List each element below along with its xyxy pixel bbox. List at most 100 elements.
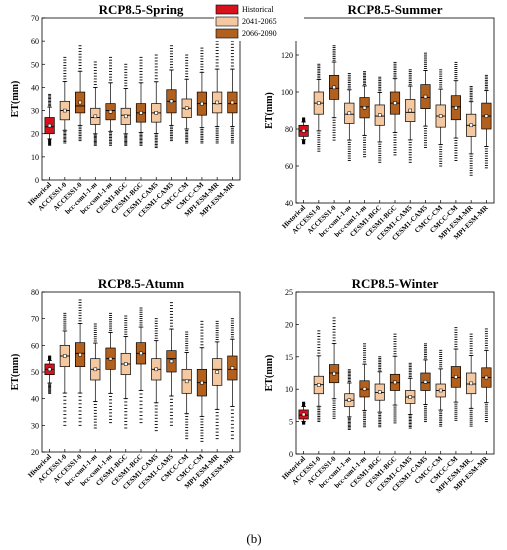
box-plot: ACCESS1-0 [306, 45, 340, 236]
y-tick-label: 70 [31, 315, 39, 324]
box-mean-marker [200, 101, 204, 106]
box-mean-marker [408, 395, 412, 399]
y-axis-label: ET(mm) [264, 355, 275, 392]
box-mean-marker [301, 412, 306, 417]
y-tick-label: 15 [285, 353, 293, 362]
y-tick-label: 0 [35, 176, 39, 185]
y-tick-label: 5 [289, 418, 293, 427]
y-tick-label: 20 [31, 448, 39, 457]
box-mean-marker [332, 85, 336, 90]
box-mean-marker [484, 114, 489, 118]
box-mean-marker [93, 114, 98, 119]
box-mean-marker [93, 367, 98, 372]
box-mean-marker [347, 398, 352, 402]
legend-swatch-2041-2065 [215, 16, 239, 27]
y-tick-label: 25 [285, 288, 293, 297]
y-tick-label: 60 [31, 37, 39, 46]
box-mean-marker [317, 383, 321, 387]
box-mean-marker [230, 100, 235, 105]
y-tick-label: 20 [31, 130, 39, 139]
figure-caption: (b) [246, 531, 261, 546]
panel-title: RCP8.5-Atumn [98, 276, 185, 291]
box-mean-marker [184, 379, 189, 384]
box-mean-marker [438, 388, 443, 393]
y-tick-label: 40 [31, 83, 39, 92]
box-mean-marker [108, 356, 113, 361]
y-tick-label: 30 [31, 421, 39, 430]
box-mean-marker [124, 362, 128, 366]
y-axis-label: ET(mm) [10, 81, 21, 118]
y-tick-label: 60 [31, 341, 39, 350]
y-tick-label: 20 [285, 320, 293, 329]
panel-title: RCP8.5-Winter [352, 276, 439, 291]
box-mean-marker [230, 366, 235, 370]
box-mean-marker [378, 390, 382, 394]
box-mean-marker [438, 114, 443, 118]
box-mean-marker [469, 381, 473, 386]
box-mean-marker [393, 101, 397, 105]
box-mean-marker [154, 111, 158, 115]
box-mean-marker [215, 100, 219, 105]
y-tick-label: 40 [285, 199, 293, 208]
y-tick-label: 30 [31, 107, 39, 116]
y-tick-label: 60 [285, 162, 293, 171]
box-mean-marker [362, 105, 367, 110]
legend: Historical 2041-2065 2066-2090 [214, 3, 304, 41]
panel-title: RCP8.5-Summer [348, 2, 443, 17]
box-plot: Historical [280, 117, 309, 230]
box-mean-marker [78, 100, 82, 105]
box-mean-marker [215, 370, 219, 374]
y-tick-label: 10 [31, 153, 39, 162]
box-mean-marker [423, 94, 428, 99]
box-mean-marker [139, 111, 143, 115]
box-mean-marker [63, 354, 67, 358]
y-axis-label: ET(mm) [264, 92, 275, 129]
y-tick-label: 0 [289, 450, 293, 459]
y-tick-label: 80 [285, 125, 293, 134]
box-mean-marker [454, 375, 458, 379]
box-plot: ACCESS1-0 [52, 299, 86, 485]
box-mean-marker [200, 380, 204, 385]
y-tick-label: 50 [31, 60, 39, 69]
box-mean-marker [332, 371, 336, 376]
legend-swatch-historical [215, 4, 239, 15]
box-mean-marker [408, 108, 412, 113]
box-mean-marker [169, 359, 174, 364]
box-mean-marker [169, 99, 174, 104]
y-axis-label: ET(mm) [10, 354, 21, 391]
y-tick-label: 120 [281, 51, 293, 60]
box-mean-marker [393, 380, 397, 385]
box-mean-marker [47, 367, 52, 372]
box-mean-marker [47, 123, 52, 128]
y-tick-label: 40 [31, 395, 39, 404]
y-tick-label: 10 [285, 385, 293, 394]
legend-label-2041-2065: 2041-2065 [242, 17, 277, 26]
box-mean-marker [347, 111, 352, 116]
box-mean-marker [362, 387, 367, 391]
legend-label-2066-2090: 2066-2090 [242, 29, 277, 38]
box-mean-marker [124, 114, 128, 119]
box-mean-marker [78, 352, 82, 357]
panel-3: RCP8.5-WinterET(mm)0510152025HistoricalA… [264, 276, 495, 495]
y-tick-label: 50 [31, 368, 39, 377]
panel-title: RCP8.5-Spring [99, 2, 184, 17]
y-tick-label: 70 [31, 14, 39, 23]
box-mean-marker [108, 109, 113, 114]
legend-swatch-2066-2090 [215, 28, 239, 39]
box-mean-marker [484, 375, 489, 380]
box-mean-marker [423, 379, 428, 384]
box-mean-marker [184, 106, 189, 111]
box-mean-marker [469, 123, 473, 128]
y-tick-label: 100 [281, 88, 293, 97]
box-mean-marker [378, 113, 382, 117]
box-mean-marker [63, 108, 67, 113]
panel-2: RCP8.5-AtumnET(mm)20304050607080Historic… [10, 276, 241, 491]
chart-panels: RCP8.5-SpringET(mm)010203040506070Histor… [10, 2, 495, 495]
legend-label-historical: Historical [242, 5, 274, 14]
box-mean-marker [454, 105, 458, 110]
panel-0: RCP8.5-SpringET(mm)010203040506070Histor… [10, 2, 241, 219]
y-tick-label: 80 [31, 288, 39, 297]
box-mean-marker [154, 367, 158, 372]
